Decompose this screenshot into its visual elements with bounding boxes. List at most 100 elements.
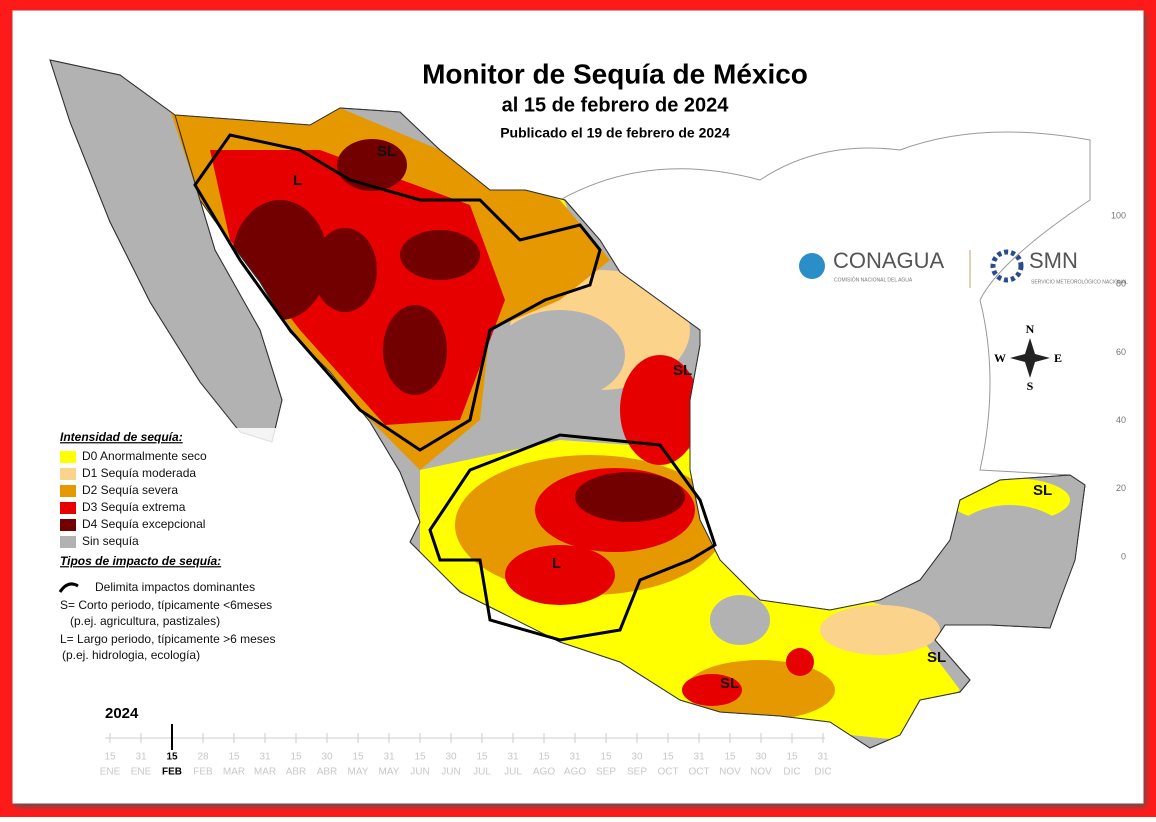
legend-swatch bbox=[60, 451, 76, 463]
side-axis-label: 40 bbox=[1116, 415, 1126, 425]
timeline-day: 30 bbox=[445, 752, 457, 763]
timeline-month: NOV bbox=[719, 767, 741, 778]
timeline-day: 15 bbox=[476, 752, 488, 763]
timeline-day: 31 bbox=[693, 752, 705, 763]
legend-box bbox=[52, 428, 280, 668]
timeline-month: MAR bbox=[254, 767, 276, 778]
timeline-month: FEB bbox=[162, 767, 182, 778]
timeline-month: MAY bbox=[348, 767, 369, 778]
map-label: SL bbox=[1033, 482, 1052, 499]
timeline-day: 15 bbox=[166, 752, 178, 763]
timeline-month: NOV bbox=[750, 767, 772, 778]
timeline-month: ENE bbox=[100, 767, 121, 778]
timeline-day: 28 bbox=[197, 752, 209, 763]
map-label: SL bbox=[673, 362, 692, 379]
legend-swatch bbox=[60, 468, 76, 480]
timeline-month: ABR bbox=[286, 767, 307, 778]
map-label: SL bbox=[720, 675, 739, 692]
impact-item: L= Largo periodo, típicamente >6 meses bbox=[60, 632, 275, 646]
timeline-month: DIC bbox=[814, 767, 831, 778]
timeline-month: JUN bbox=[441, 767, 460, 778]
smn-logo: SMN bbox=[1029, 248, 1078, 273]
legend-swatch bbox=[60, 519, 76, 531]
drought-zone bbox=[383, 305, 447, 395]
timeline-day: 15 bbox=[228, 752, 240, 763]
conagua-logo: CONAGUA bbox=[833, 248, 945, 273]
timeline-month: OCT bbox=[688, 767, 709, 778]
drought-zone bbox=[575, 472, 685, 522]
legend-label: D4 Sequía excepcional bbox=[82, 517, 205, 531]
timeline-month: DIC bbox=[783, 767, 800, 778]
side-axis-label: 60 bbox=[1116, 347, 1126, 357]
published: Publicado el 19 de febrero de 2024 bbox=[500, 125, 730, 141]
timeline-day: 15 bbox=[600, 752, 612, 763]
timeline-day: 15 bbox=[352, 752, 364, 763]
timeline: 15 ENE 31 ENE 15 FEB 28 FEB 15 MAR 31 MAR 15 ABR 30 ABR… bbox=[100, 724, 832, 778]
subtitle: al 15 de febrero de 2024 bbox=[502, 94, 730, 116]
timeline-month: AGO bbox=[533, 767, 555, 778]
timeline-day: 31 bbox=[507, 752, 519, 763]
impact-item: Delimita impactos dominantes bbox=[95, 580, 255, 594]
timeline-day: 15 bbox=[538, 752, 550, 763]
timeline-month: MAY bbox=[379, 767, 400, 778]
timeline-day: 15 bbox=[724, 752, 736, 763]
timeline-month: FEB bbox=[193, 767, 213, 778]
conagua-subtitle: COMISIÓN NACIONAL DEL AGUA bbox=[834, 276, 913, 283]
timeline-day: 15 bbox=[104, 752, 116, 763]
drought-zone bbox=[820, 605, 940, 655]
timeline-day: 31 bbox=[569, 752, 581, 763]
timeline-month: JUL bbox=[504, 767, 522, 778]
title: Monitor de Sequía de México bbox=[422, 58, 808, 89]
legend-label: Sin sequía bbox=[82, 534, 139, 548]
smn-icon bbox=[990, 249, 1024, 283]
legend-swatch bbox=[60, 502, 76, 514]
drought-zone bbox=[337, 139, 407, 191]
timeline-day: 30 bbox=[755, 752, 767, 763]
compass-rose bbox=[1010, 338, 1050, 378]
timeline-year: 2024 bbox=[105, 705, 139, 722]
impact-boundaries bbox=[193, 133, 717, 642]
side-axis-label: 80 bbox=[1116, 279, 1126, 289]
drought-zone bbox=[940, 505, 1080, 615]
timeline-day: 15 bbox=[786, 752, 798, 763]
timeline-month: MAR bbox=[223, 767, 245, 778]
drought-zone bbox=[620, 355, 700, 465]
legend-label: D1 Sequía moderada bbox=[82, 466, 196, 480]
timeline-month: ABR bbox=[317, 767, 338, 778]
timeline-day: 30 bbox=[631, 752, 643, 763]
timeline-day: 15 bbox=[414, 752, 426, 763]
smn-subtitle: SERVICIO METEOROLÓGICO NACIONAL bbox=[1031, 278, 1128, 285]
timeline-day: 31 bbox=[259, 752, 271, 763]
legend-swatch bbox=[60, 536, 76, 548]
compass-s: S bbox=[1027, 379, 1034, 393]
drought-zone bbox=[682, 674, 742, 706]
drought-zones bbox=[170, 108, 1080, 740]
compass-w: W bbox=[994, 351, 1006, 365]
map-label: SL bbox=[927, 649, 946, 666]
timeline-day: 15 bbox=[662, 752, 674, 763]
side-axis: 100 80 60 40 20 0 bbox=[1111, 210, 1126, 561]
drought-zone bbox=[505, 545, 615, 605]
drought-zone bbox=[786, 648, 814, 676]
timeline-month: JUL bbox=[473, 767, 491, 778]
timeline-month: SEP bbox=[596, 767, 616, 778]
map-label: SL bbox=[377, 143, 396, 160]
timeline-day: 15 bbox=[290, 752, 302, 763]
drought-zone bbox=[495, 310, 625, 400]
timeline-month: OCT bbox=[657, 767, 678, 778]
legend-title: Intensidad de sequía: bbox=[60, 430, 183, 444]
drought-zone bbox=[313, 228, 377, 312]
timeline-day: 30 bbox=[321, 752, 333, 763]
legend-label: D2 Sequía severa bbox=[82, 483, 178, 497]
side-axis-label: 20 bbox=[1116, 483, 1126, 493]
compass-e: E bbox=[1054, 351, 1062, 365]
impact-item: (p.ej. agricultura, pastizales) bbox=[70, 614, 220, 628]
legend-label: D3 Sequía extrema bbox=[82, 500, 186, 514]
impact-line-icon bbox=[58, 582, 79, 593]
impact-item: (p.ej. hidrologia, ecología) bbox=[62, 648, 200, 662]
legend-label: D0 Anormalmente seco bbox=[82, 449, 207, 463]
side-axis-label: 100 bbox=[1111, 210, 1126, 220]
compass-n: N bbox=[1026, 322, 1035, 336]
map-label: L bbox=[293, 172, 302, 189]
